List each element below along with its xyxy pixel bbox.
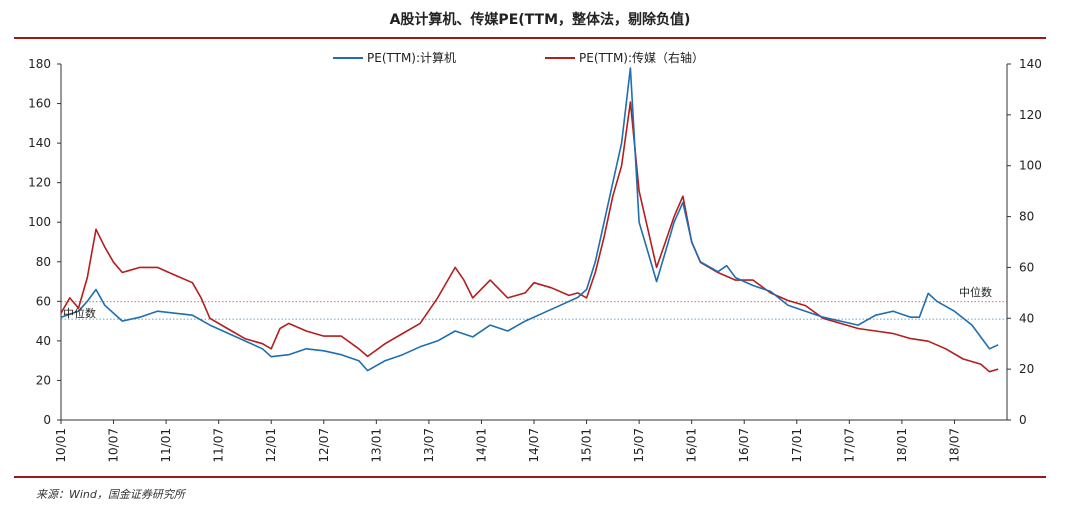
median-label-right: 中位数 bbox=[959, 285, 992, 299]
x-tick-label: 15/01 bbox=[580, 428, 594, 463]
x-tick-label: 12/01 bbox=[264, 428, 278, 463]
right-tick-label: 0 bbox=[1019, 413, 1027, 427]
x-tick-label: 13/07 bbox=[422, 428, 436, 463]
left-tick-label: 40 bbox=[36, 334, 51, 348]
right-tick-label: 20 bbox=[1019, 362, 1034, 376]
legend-label: PE(TTM):传媒（右轴） bbox=[579, 50, 704, 65]
x-tick-label: 10/01 bbox=[54, 428, 68, 463]
legend-label: PE(TTM):计算机 bbox=[367, 50, 456, 65]
left-tick-label: 160 bbox=[28, 97, 51, 111]
x-tick-label: 14/01 bbox=[474, 428, 488, 463]
x-tick-label: 18/01 bbox=[895, 428, 909, 463]
x-tick-label: 16/01 bbox=[685, 428, 699, 463]
x-tick-label: 12/07 bbox=[317, 428, 331, 463]
right-tick-label: 60 bbox=[1019, 260, 1034, 274]
right-tick-label: 100 bbox=[1019, 159, 1042, 173]
legend: PE(TTM):计算机 PE(TTM):传媒（右轴） bbox=[333, 50, 704, 65]
x-tick-label: 14/07 bbox=[527, 428, 541, 463]
chart-title: A股计算机、传媒PE(TTM，整体法，剔除负值) bbox=[389, 12, 691, 28]
series-line bbox=[60, 67, 999, 372]
axes bbox=[60, 64, 1008, 421]
series-line bbox=[60, 101, 999, 373]
left-tick-label: 120 bbox=[28, 176, 51, 190]
x-tick-label: 13/01 bbox=[369, 428, 383, 463]
median-label-left: 中位数 bbox=[63, 306, 96, 320]
bottom-rule bbox=[14, 476, 1046, 478]
x-tick-label: 16/07 bbox=[737, 428, 751, 463]
x-tick-label: 17/07 bbox=[842, 428, 856, 463]
right-tick-label: 80 bbox=[1019, 210, 1034, 224]
left-tick-label: 100 bbox=[28, 215, 51, 229]
left-tick-label: 140 bbox=[28, 136, 51, 150]
median-lines bbox=[61, 301, 1007, 320]
x-tick-label: 17/01 bbox=[790, 428, 804, 463]
left-tick-label: 20 bbox=[36, 373, 51, 387]
x-tick-label: 15/07 bbox=[632, 428, 646, 463]
left-tick-label: 180 bbox=[28, 57, 51, 71]
right-tick-label: 120 bbox=[1019, 108, 1042, 122]
right-tick-label: 140 bbox=[1019, 57, 1042, 71]
right-tick-label: 40 bbox=[1019, 311, 1034, 325]
top-rule bbox=[14, 37, 1046, 39]
ticks: 0 20 40 60 80 100 120 140 160 180 0 20 40 60 80 100 120 1… bbox=[28, 57, 1042, 463]
left-tick-label: 80 bbox=[36, 255, 51, 269]
left-tick-label: 0 bbox=[43, 413, 51, 427]
x-tick-label: 18/07 bbox=[947, 428, 961, 463]
series-lines bbox=[60, 67, 999, 373]
x-tick-label: 11/01 bbox=[159, 428, 173, 463]
x-tick-label: 11/07 bbox=[212, 428, 226, 463]
x-tick-label: 10/07 bbox=[107, 428, 121, 463]
left-tick-label: 60 bbox=[36, 294, 51, 308]
source-note: 来源：Wind，国金证券研究所 bbox=[36, 488, 185, 501]
